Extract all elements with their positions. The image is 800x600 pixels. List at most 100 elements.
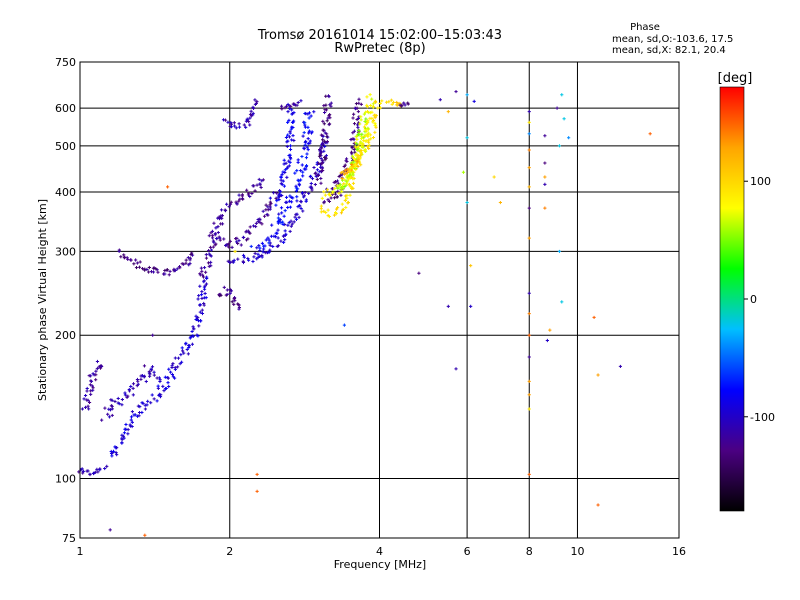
data-point xyxy=(163,272,167,276)
y-tick-label: 100 xyxy=(55,473,76,486)
data-point xyxy=(356,157,360,161)
data-point xyxy=(207,234,211,238)
data-point xyxy=(150,365,155,369)
data-point xyxy=(305,145,309,149)
data-point xyxy=(197,294,201,298)
data-point xyxy=(122,436,126,440)
data-point xyxy=(344,205,348,210)
data-point xyxy=(143,403,147,407)
data-point xyxy=(247,120,251,124)
data-point xyxy=(351,164,355,169)
data-point xyxy=(306,136,310,141)
data-point xyxy=(365,144,369,149)
data-point xyxy=(287,221,291,225)
data-point xyxy=(320,196,324,200)
data-point xyxy=(236,257,240,261)
data-point xyxy=(165,268,170,272)
data-point xyxy=(400,104,404,108)
data-point xyxy=(179,353,183,357)
data-point xyxy=(103,466,107,471)
data-point xyxy=(184,258,188,262)
data-point xyxy=(126,432,130,436)
data-point xyxy=(274,203,278,207)
data-point xyxy=(219,214,223,218)
data-point xyxy=(292,138,296,143)
data-point xyxy=(279,239,283,243)
y-tick-label: 500 xyxy=(55,140,76,153)
data-point xyxy=(527,333,531,337)
data-point xyxy=(203,284,207,288)
data-point xyxy=(250,191,254,196)
data-point xyxy=(150,393,154,397)
data-point xyxy=(271,191,276,195)
data-point xyxy=(373,100,378,104)
data-point xyxy=(297,203,301,208)
data-point xyxy=(251,259,255,264)
data-point xyxy=(241,253,246,257)
data-point xyxy=(234,240,239,244)
data-point xyxy=(108,528,112,532)
data-point xyxy=(312,165,316,170)
data-point xyxy=(356,159,360,163)
data-point xyxy=(339,185,343,190)
data-point xyxy=(200,296,204,301)
data-point xyxy=(235,202,239,206)
data-point xyxy=(89,379,93,383)
data-point xyxy=(331,189,335,194)
data-point xyxy=(438,98,442,102)
data-point xyxy=(127,387,131,392)
data-point xyxy=(307,131,311,135)
data-point xyxy=(152,373,156,377)
data-point xyxy=(87,407,91,411)
data-point xyxy=(258,246,262,250)
data-point xyxy=(208,245,213,249)
data-point xyxy=(365,110,370,114)
data-point xyxy=(359,118,363,122)
data-point xyxy=(230,300,234,304)
data-point xyxy=(281,240,286,245)
x-tick-label: 4 xyxy=(376,545,383,558)
data-point xyxy=(213,243,217,247)
data-point xyxy=(94,378,98,382)
data-point xyxy=(290,138,294,142)
data-point xyxy=(290,112,294,116)
data-point xyxy=(592,315,596,320)
data-point xyxy=(122,431,127,435)
colorbar-tick-label: -100 xyxy=(750,411,775,424)
data-point xyxy=(306,142,310,146)
data-point xyxy=(181,349,185,353)
data-point xyxy=(304,198,308,202)
data-point xyxy=(85,398,89,402)
colorbar-ticks: 100 0 -100 xyxy=(744,175,775,424)
data-point xyxy=(87,400,92,405)
data-point xyxy=(96,470,100,474)
data-point xyxy=(279,182,283,186)
data-point xyxy=(527,148,531,152)
data-point xyxy=(229,125,234,129)
data-point xyxy=(110,413,114,418)
data-point xyxy=(253,189,257,193)
data-point xyxy=(232,302,236,306)
data-point xyxy=(198,284,202,288)
data-point xyxy=(359,163,363,167)
data-point xyxy=(225,202,229,206)
data-point xyxy=(203,291,207,296)
data-point xyxy=(351,186,355,190)
data-point xyxy=(173,356,177,360)
data-point xyxy=(359,140,363,144)
data-point xyxy=(297,183,302,187)
data-point xyxy=(291,119,296,123)
data-point xyxy=(325,119,329,123)
data-point xyxy=(339,193,343,197)
data-point xyxy=(348,173,352,177)
data-point xyxy=(262,247,266,251)
data-point xyxy=(152,370,156,374)
data-point xyxy=(335,184,339,188)
data-point xyxy=(300,154,304,159)
data-point xyxy=(346,179,350,183)
data-point xyxy=(91,386,95,390)
data-point xyxy=(357,133,361,137)
data-point xyxy=(339,211,344,215)
data-point xyxy=(209,254,213,258)
data-point xyxy=(268,243,272,247)
